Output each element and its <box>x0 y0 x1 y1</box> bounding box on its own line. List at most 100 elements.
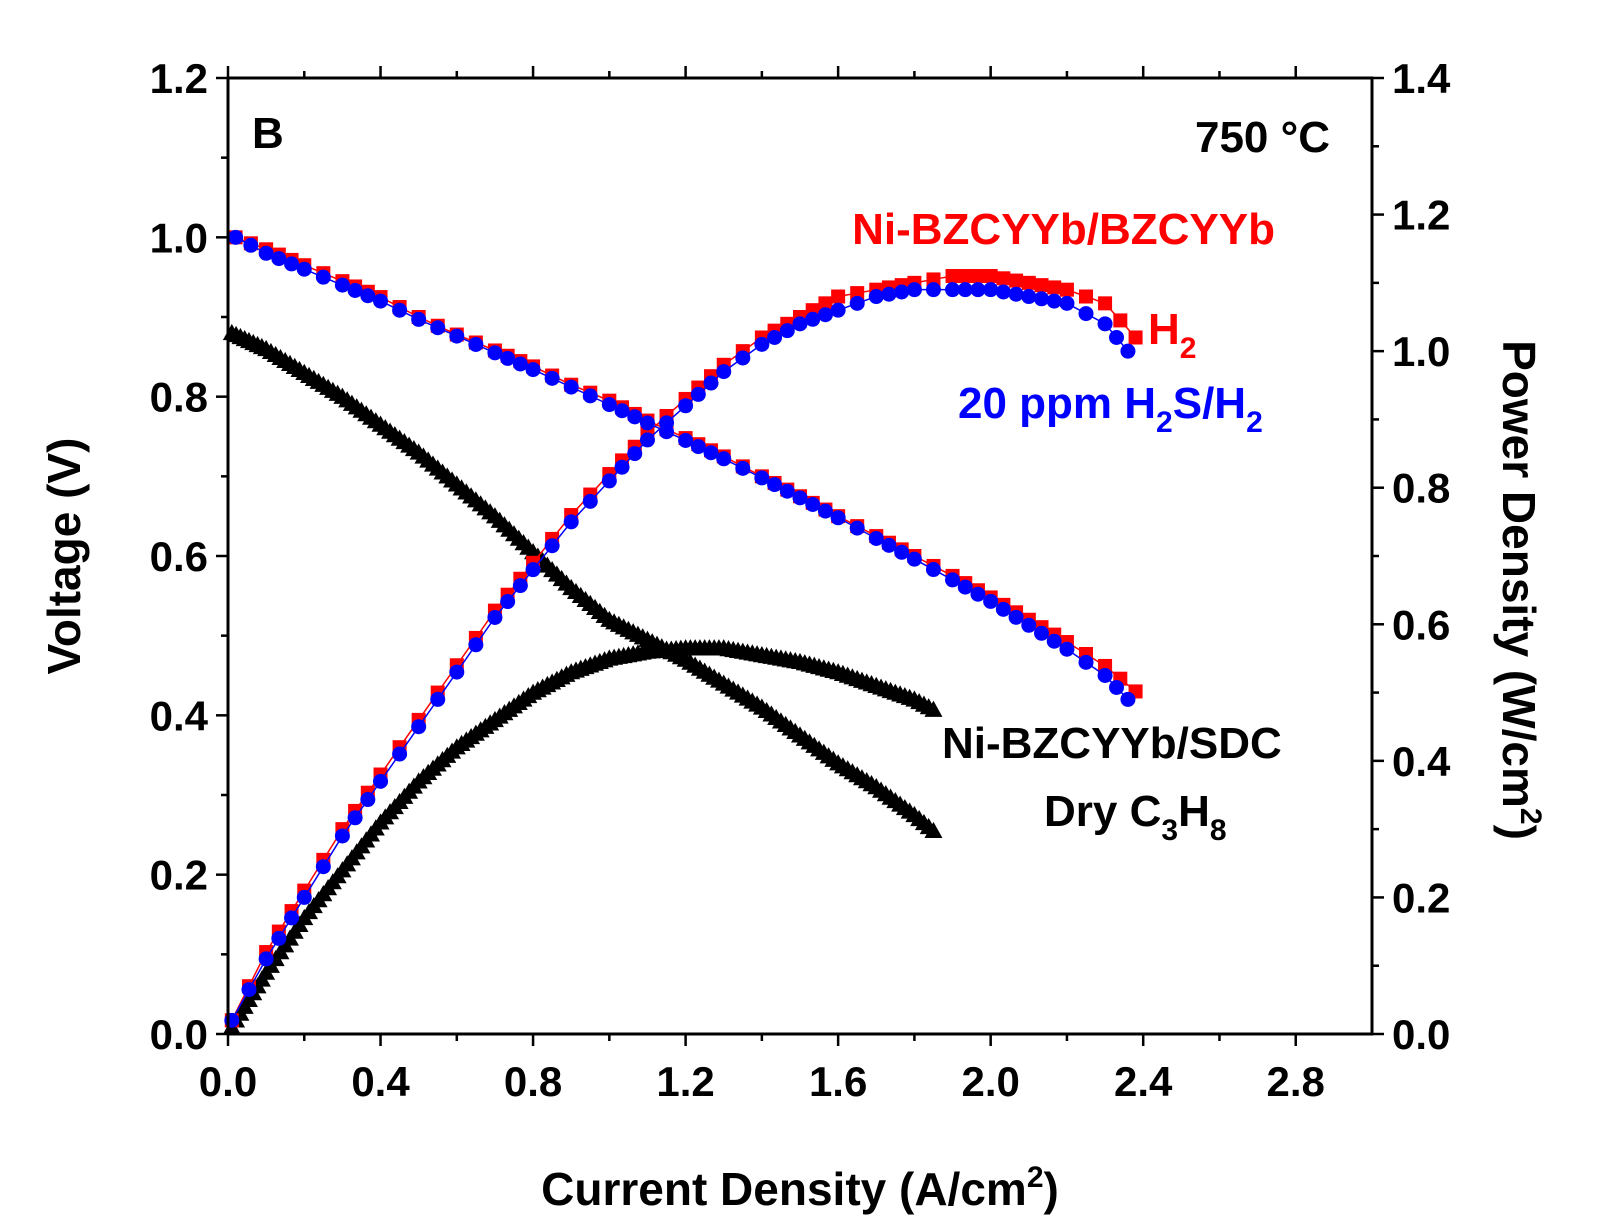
data-point-circle <box>1059 641 1075 657</box>
data-point-square <box>1113 313 1128 328</box>
series-layer <box>222 229 1143 1035</box>
h2-label-main: H <box>1148 305 1180 354</box>
data-point-circle <box>767 329 783 345</box>
data-point-circle <box>430 691 446 707</box>
data-point-circle <box>563 514 579 530</box>
temperature-label: 750 °C <box>1195 113 1330 162</box>
data-point-circle <box>373 293 389 309</box>
data-point-circle <box>716 364 732 380</box>
data-point-circle <box>271 251 287 267</box>
data-point-square <box>818 296 833 311</box>
x-tick-label: 1.6 <box>809 1058 867 1105</box>
cell2-label: Ni-BZCYYb/SDC <box>942 719 1282 768</box>
series-line <box>235 236 1137 693</box>
h2s-label-mid: S/H <box>1173 379 1246 428</box>
data-point-square <box>983 269 998 284</box>
data-point-circle <box>1046 293 1062 309</box>
y-tick-label: 0.4 <box>150 692 209 739</box>
data-point-square <box>1034 278 1049 293</box>
data-point-circle <box>754 336 770 352</box>
data-point-circle <box>1078 654 1094 670</box>
x-tick-label: 2.0 <box>961 1058 1019 1105</box>
data-point-circle <box>995 284 1011 300</box>
data-point-circle <box>970 586 986 602</box>
data-point-circle <box>258 245 274 261</box>
data-point-circle <box>792 490 808 506</box>
data-point-circle <box>957 282 973 298</box>
y-tick-label: 0.8 <box>150 374 208 421</box>
data-point-circle <box>512 356 528 372</box>
data-point-circle <box>639 432 655 448</box>
data-point-circle <box>945 282 961 298</box>
data-point-circle <box>690 439 706 455</box>
y2-axis-label: Power Density (W/cm2) <box>1493 340 1547 840</box>
data-point-square <box>831 289 846 304</box>
data-point-circle <box>690 386 706 402</box>
series-voltage-circle <box>228 229 1136 707</box>
data-point-circle <box>284 910 300 926</box>
data-point-circle <box>296 261 312 277</box>
data-point-circle <box>411 719 427 735</box>
data-point-circle <box>582 388 598 404</box>
data-point-circle <box>1097 316 1113 332</box>
data-point-circle <box>544 370 560 386</box>
data-point-circle <box>500 350 516 366</box>
data-point-circle <box>1034 625 1050 641</box>
data-point-circle <box>296 889 312 905</box>
data-point-circle <box>639 415 655 431</box>
x-tick-label: 0.0 <box>199 1058 257 1105</box>
data-point-circle <box>1034 291 1050 307</box>
data-point-circle <box>392 746 408 762</box>
data-point-circle <box>995 601 1011 617</box>
plot-frame <box>226 76 1374 1036</box>
c3h8-label-sub1: 3 <box>1161 814 1178 847</box>
data-point-circle <box>945 572 961 588</box>
data-point-circle <box>360 288 376 304</box>
h2-label: H2 <box>1148 305 1196 365</box>
series-power-triangle <box>222 639 943 1035</box>
data-point-square <box>1079 289 1093 304</box>
data-point-circle <box>1120 343 1136 359</box>
data-point-circle <box>1021 289 1037 305</box>
data-point-circle <box>430 320 446 336</box>
data-point-circle <box>334 828 350 844</box>
data-point-circle <box>347 282 363 298</box>
c3h8-label: Dry C3H8 <box>1044 787 1227 847</box>
data-point-circle <box>754 470 770 486</box>
data-point-triangle <box>924 700 943 717</box>
data-point-circle <box>703 375 719 391</box>
data-point-circle <box>817 307 833 323</box>
y-tick-label: 0.0 <box>150 1011 208 1058</box>
data-point-circle <box>767 477 783 493</box>
data-point-circle <box>241 982 257 998</box>
axis-ticks: 0.0 0.4 0.8 1.2 1.6 2.0 2.4 2.8 0.0 0.2 0.4 0.6 0.8 1… <box>150 55 1451 1105</box>
data-point-circle <box>792 316 808 332</box>
y2-tick-label: 0.0 <box>1392 1011 1450 1058</box>
y2-tick-label: 1.0 <box>1392 328 1450 375</box>
data-point-circle <box>881 286 897 302</box>
data-point-circle <box>659 415 675 431</box>
y-tick-label: 1.0 <box>150 214 208 261</box>
data-point-circle <box>392 302 408 318</box>
data-point-circle <box>1059 295 1075 311</box>
data-point-circle <box>449 328 465 344</box>
y2-tick-label: 0.4 <box>1392 738 1451 785</box>
c3h8-label-sub2: 8 <box>1210 814 1227 847</box>
data-point-square <box>1047 280 1062 295</box>
data-point-circle <box>601 397 617 413</box>
data-point-circle <box>735 350 751 366</box>
data-point-circle <box>1046 633 1062 649</box>
data-point-circle <box>830 302 846 318</box>
y2-tick-label: 0.8 <box>1392 465 1450 512</box>
data-point-circle <box>373 773 389 789</box>
data-point-circle <box>1109 329 1125 345</box>
data-point-circle <box>1120 691 1136 707</box>
data-point-square <box>1059 282 1074 297</box>
data-point-circle <box>703 445 719 461</box>
data-point-square <box>1128 330 1143 345</box>
h2s-label-sub1: 2 <box>1156 406 1173 439</box>
h2s-label-prefix: 20 ppm H <box>958 379 1156 428</box>
data-point-square <box>996 271 1011 286</box>
panel-label: B <box>252 109 284 158</box>
data-point-circle <box>525 562 541 578</box>
